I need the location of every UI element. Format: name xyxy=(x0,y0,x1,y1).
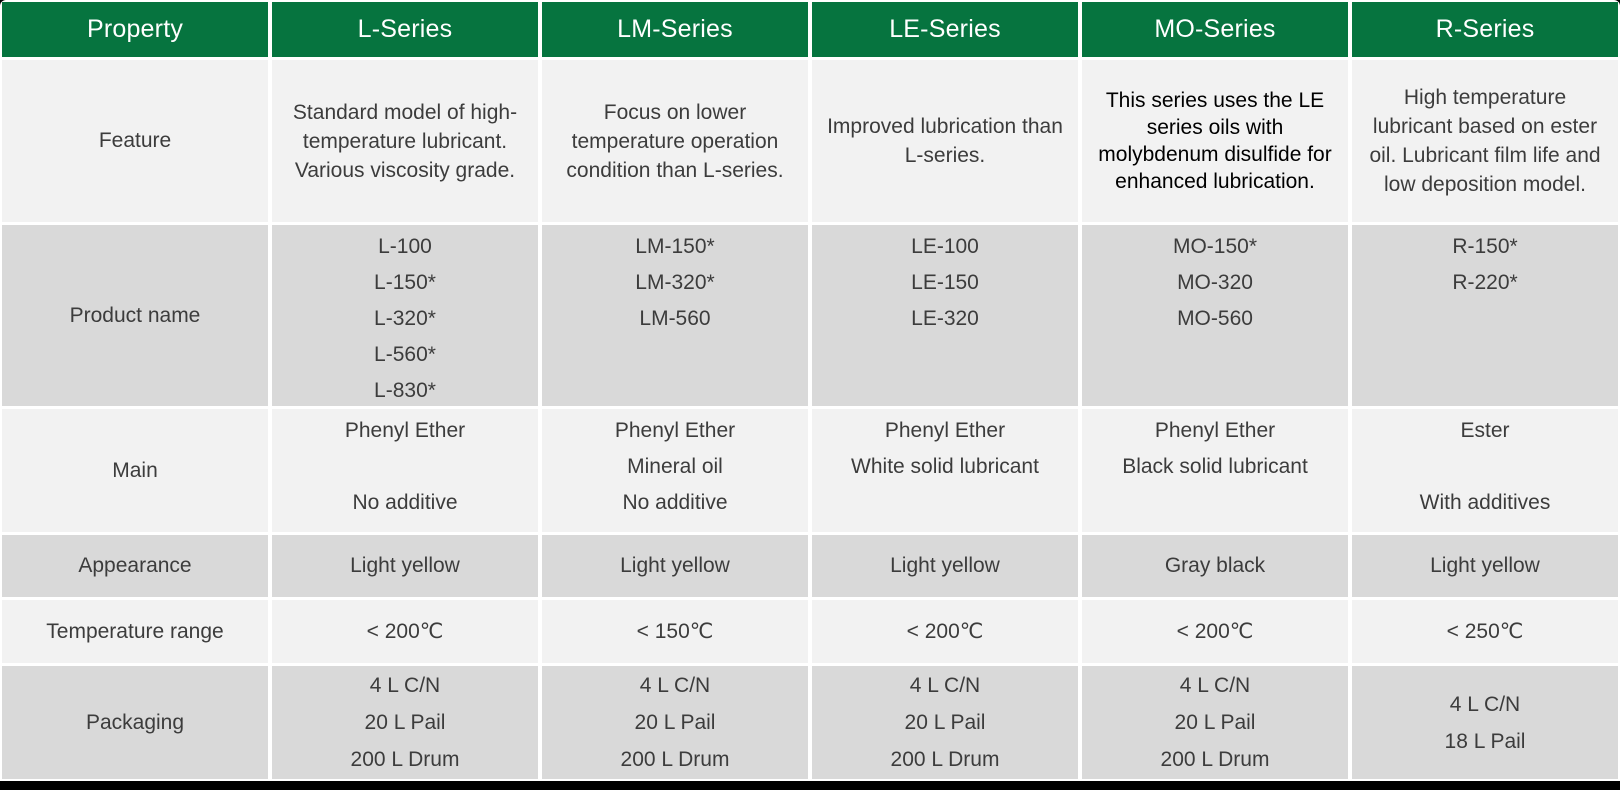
main-cell-le-series: Phenyl Ether White solid lubricant xyxy=(812,409,1078,532)
row-label-temperature-range: Temperature range xyxy=(2,600,268,663)
temperature-cell-le-series: < 200℃ xyxy=(812,600,1078,663)
packaging-cell-mo-series: 4 L C/N 20 L Pail 200 L Drum xyxy=(1082,666,1348,779)
appearance-cell-r-series: Light yellow xyxy=(1352,535,1618,597)
product-cell-l-series: L-100 L-150* L-320* L-560* L-830* xyxy=(272,225,538,406)
feature-cell-l-series: Standard model of high-temperature lubri… xyxy=(272,60,538,222)
main-cell-l-series: Phenyl Ether No additive xyxy=(272,409,538,532)
appearance-cell-l-series: Light yellow xyxy=(272,535,538,597)
product-cell-lm-series: LM-150* LM-320* LM-560 xyxy=(542,225,808,406)
header-cell-le-series: LE-Series xyxy=(812,2,1078,57)
main-cell-r-series: Ester With additives xyxy=(1352,409,1618,532)
appearance-cell-mo-series: Gray black xyxy=(1082,535,1348,597)
product-cell-mo-series: MO-150* MO-320 MO-560 xyxy=(1082,225,1348,406)
header-cell-property: Property xyxy=(2,2,268,57)
temperature-cell-l-series: < 200℃ xyxy=(272,600,538,663)
temperature-cell-lm-series: < 150℃ xyxy=(542,600,808,663)
temperature-cell-mo-series: < 200℃ xyxy=(1082,600,1348,663)
row-label-feature: Feature xyxy=(2,60,268,222)
row-label-packaging: Packaging xyxy=(2,666,268,779)
row-label-appearance: Appearance xyxy=(2,535,268,597)
header-cell-lm-series: LM-Series xyxy=(542,2,808,57)
packaging-cell-l-series: 4 L C/N 20 L Pail 200 L Drum xyxy=(272,666,538,779)
product-cell-le-series: LE-100 LE-150 LE-320 xyxy=(812,225,1078,406)
temperature-cell-r-series: < 250℃ xyxy=(1352,600,1618,663)
header-cell-l-series: L-Series xyxy=(272,2,538,57)
main-cell-mo-series: Phenyl Ether Black solid lubricant xyxy=(1082,409,1348,532)
appearance-cell-le-series: Light yellow xyxy=(812,535,1078,597)
packaging-cell-r-series: 4 L C/N 18 L Pail xyxy=(1352,666,1618,779)
product-cell-r-series: R-150* R-220* xyxy=(1352,225,1618,406)
appearance-cell-lm-series: Light yellow xyxy=(542,535,808,597)
header-cell-r-series: R-Series xyxy=(1352,2,1618,57)
packaging-cell-le-series: 4 L C/N 20 L Pail 200 L Drum xyxy=(812,666,1078,779)
header-cell-mo-series: MO-Series xyxy=(1082,2,1348,57)
row-label-product-name: Product name xyxy=(2,225,268,406)
row-label-main: Main xyxy=(2,409,268,532)
main-cell-lm-series: Phenyl Ether Mineral oil No additive xyxy=(542,409,808,532)
feature-cell-mo-series: This series uses the LE series oils with… xyxy=(1082,60,1348,222)
feature-cell-le-series: Improved lubrication than L-series. xyxy=(812,60,1078,222)
feature-cell-lm-series: Focus on lower temperature operation con… xyxy=(542,60,808,222)
packaging-cell-lm-series: 4 L C/N 20 L Pail 200 L Drum xyxy=(542,666,808,779)
feature-cell-r-series: High temperature lubricant based on este… xyxy=(1352,60,1618,222)
